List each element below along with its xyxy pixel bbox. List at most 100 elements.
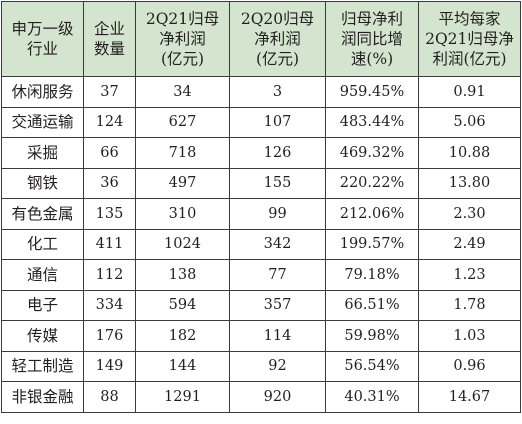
header-line: (亿元) — [160, 50, 205, 68]
cell-yoy-growth: 199.57% — [325, 228, 419, 260]
cell-2q20-profit: 107 — [229, 106, 326, 138]
cell-yoy-growth: 959.45% — [325, 76, 419, 108]
cell-yoy-growth: 212.06% — [325, 198, 419, 230]
header-2q21-profit: 2Q21归母 净利润 (亿元) — [135, 1, 230, 77]
cell-avg-profit: 14.67 — [418, 381, 521, 413]
cell-avg-profit: 10.88 — [418, 137, 521, 169]
cell-industry: 钢铁 — [1, 167, 84, 199]
cell-2q20-profit: 3 — [229, 76, 326, 108]
header-line: 净利润 — [159, 30, 206, 48]
cell-company-count: 37 — [83, 76, 136, 108]
header-line: 数量 — [93, 40, 125, 58]
cell-2q20-profit: 126 — [229, 137, 326, 169]
header-industry: 申万一级 行业 — [1, 1, 84, 77]
header-yoy-growth: 归母净利 润同比增 速(%) — [325, 1, 419, 77]
cell-2q21-profit: 182 — [135, 320, 230, 352]
cell-yoy-growth: 40.31% — [325, 381, 419, 413]
table-row: 电子 334 594 357 66.51% 1.78 — [1, 289, 521, 321]
header-row: 申万一级 行业 企业 数量 2Q21归母 净利润 (亿元) 2Q20归母 净利润… — [1, 1, 521, 77]
cell-industry: 非银金融 — [1, 381, 84, 413]
header-line: 归母净利 — [340, 10, 403, 28]
cell-avg-profit: 1.03 — [418, 320, 521, 352]
cell-yoy-growth: 79.18% — [325, 259, 419, 291]
header-line: 平均每家 — [438, 10, 501, 28]
table-row: 化工 411 1024 342 199.57% 2.49 — [1, 228, 521, 260]
cell-avg-profit: 5.06 — [418, 106, 521, 138]
cell-avg-profit: 2.49 — [418, 228, 521, 260]
table-row: 钢铁 36 497 155 220.22% 13.80 — [1, 167, 521, 199]
header-line: 净利润 — [254, 30, 301, 48]
table-row: 交通运输 124 627 107 483.44% 5.06 — [1, 106, 521, 138]
cell-company-count: 36 — [83, 167, 136, 199]
header-avg-profit: 平均每家 2Q21归母净 利润(亿元) — [418, 1, 521, 77]
cell-avg-profit: 13.80 — [418, 167, 521, 199]
cell-2q20-profit: 99 — [229, 198, 326, 230]
table-row: 采掘 66 718 126 469.32% 10.88 — [1, 137, 521, 169]
cell-2q21-profit: 138 — [135, 259, 230, 291]
cell-industry: 交通运输 — [1, 106, 84, 138]
cell-yoy-growth: 469.32% — [325, 137, 419, 169]
cell-2q21-profit: 310 — [135, 198, 230, 230]
cell-company-count: 149 — [83, 350, 136, 382]
header-line: 行业 — [26, 40, 58, 58]
cell-avg-profit: 0.91 — [418, 76, 521, 108]
cell-avg-profit: 1.78 — [418, 289, 521, 321]
cell-industry: 化工 — [1, 228, 84, 260]
cell-company-count: 135 — [83, 198, 136, 230]
table-header: 申万一级 行业 企业 数量 2Q21归母 净利润 (亿元) 2Q20归母 净利润… — [1, 1, 521, 77]
cell-2q21-profit: 144 — [135, 350, 230, 382]
cell-industry: 有色金属 — [1, 198, 84, 230]
cell-2q20-profit: 357 — [229, 289, 326, 321]
table-row: 休闲服务 37 34 3 959.45% 0.91 — [1, 76, 521, 108]
header-line: 2Q21归母净 — [425, 30, 514, 48]
header-line: 企业 — [93, 20, 125, 38]
cell-yoy-growth: 66.51% — [325, 289, 419, 321]
cell-2q21-profit: 497 — [135, 167, 230, 199]
cell-yoy-growth: 483.44% — [325, 106, 419, 138]
table-body: 休闲服务 37 34 3 959.45% 0.91 交通运输 124 627 1… — [1, 76, 521, 413]
cell-company-count: 124 — [83, 106, 136, 138]
table-row: 非银金融 88 1291 920 40.31% 14.67 — [1, 381, 521, 413]
cell-company-count: 334 — [83, 289, 136, 321]
cell-industry: 轻工制造 — [1, 350, 84, 382]
header-line: 申万一级 — [11, 20, 74, 38]
header-line: 2Q21归母 — [145, 10, 220, 28]
cell-2q20-profit: 155 — [229, 167, 326, 199]
cell-yoy-growth: 59.98% — [325, 320, 419, 352]
cell-industry: 电子 — [1, 289, 84, 321]
header-2q20-profit: 2Q20归母 净利润 (亿元) — [229, 1, 326, 77]
cell-industry: 通信 — [1, 259, 84, 291]
table-row: 通信 112 138 77 79.18% 1.23 — [1, 259, 521, 291]
table-row: 有色金属 135 310 99 212.06% 2.30 — [1, 198, 521, 230]
cell-2q21-profit: 594 — [135, 289, 230, 321]
cell-company-count: 411 — [83, 228, 136, 260]
table-row: 传媒 176 182 114 59.98% 1.03 — [1, 320, 521, 352]
cell-yoy-growth: 56.54% — [325, 350, 419, 382]
header-line: (亿元) — [255, 50, 300, 68]
header-line: 2Q20归母 — [240, 10, 315, 28]
cell-industry: 采掘 — [1, 137, 84, 169]
cell-2q20-profit: 77 — [229, 259, 326, 291]
cell-2q21-profit: 1024 — [135, 228, 230, 260]
cell-2q21-profit: 34 — [135, 76, 230, 108]
cell-industry: 传媒 — [1, 320, 84, 352]
cell-2q21-profit: 718 — [135, 137, 230, 169]
industry-profit-table: 申万一级 行业 企业 数量 2Q21归母 净利润 (亿元) 2Q20归母 净利润… — [1, 1, 521, 413]
header-line: 利润(亿元) — [432, 50, 507, 68]
cell-avg-profit: 0.96 — [418, 350, 521, 382]
cell-avg-profit: 1.23 — [418, 259, 521, 291]
cell-avg-profit: 2.30 — [418, 198, 521, 230]
profit-table-container: 申万一级 行业 企业 数量 2Q21归母 净利润 (亿元) 2Q20归母 净利润… — [1, 1, 521, 413]
cell-company-count: 112 — [83, 259, 136, 291]
cell-company-count: 176 — [83, 320, 136, 352]
cell-industry: 休闲服务 — [1, 76, 84, 108]
cell-2q21-profit: 627 — [135, 106, 230, 138]
cell-2q20-profit: 920 — [229, 381, 326, 413]
cell-2q20-profit: 92 — [229, 350, 326, 382]
cell-company-count: 66 — [83, 137, 136, 169]
cell-2q20-profit: 114 — [229, 320, 326, 352]
header-line: 速(%) — [350, 50, 394, 68]
table-row: 轻工制造 149 144 92 56.54% 0.96 — [1, 350, 521, 382]
header-company-count: 企业 数量 — [83, 1, 136, 77]
cell-company-count: 88 — [83, 381, 136, 413]
